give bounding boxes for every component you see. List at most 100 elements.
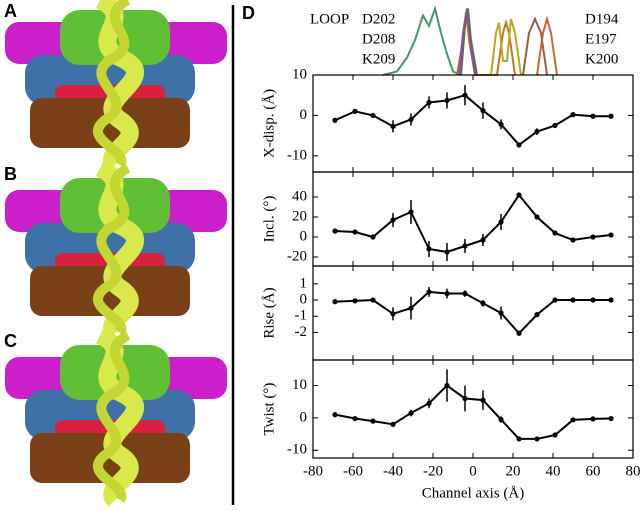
data-point [370,297,376,303]
y-tick-label: -10 [287,147,307,163]
data-point [370,112,376,119]
data-point [498,121,504,127]
data-point [552,432,558,438]
data-point [608,232,614,238]
x-tick-label: 20 [506,463,521,479]
plot-frame [312,171,634,267]
data-point [498,416,504,423]
x-tick-label: -80 [303,463,323,479]
x-tick-label: -60 [343,463,363,479]
y-tick-label: 1 [300,275,308,291]
data-point [534,312,540,318]
data-point [352,298,358,304]
data-point [426,400,432,406]
data-point [498,310,504,316]
data-point [570,297,576,303]
molecule-b [5,168,227,333]
data-point [462,92,468,98]
data-point [552,297,558,303]
plot-frame [312,359,634,459]
data-point [480,237,486,243]
data-point [534,436,540,442]
data-point [480,397,486,403]
y-tick-label: 0 [300,409,308,425]
data-point [332,412,338,418]
density-line [460,8,478,76]
molecule-a [5,0,227,165]
data-point [462,290,468,297]
data-point [480,300,486,306]
data-line [334,94,611,147]
data-point [608,415,614,422]
data-point [390,123,396,129]
data-point [570,237,576,243]
y-tick-label: -10 [287,442,307,458]
y-tick-label: 0 [300,107,308,123]
data-point [552,122,558,129]
density-line [522,16,548,76]
data-point [390,311,396,317]
data-point [498,219,504,225]
density-line [490,18,522,76]
data-point [570,417,576,423]
y-tick-label: 10 [292,377,307,393]
data-point [408,209,414,215]
data-point [444,249,450,255]
data-point [332,117,338,123]
density-line [536,15,558,76]
data-point [590,113,596,119]
y-tick-label: 0 [300,228,308,244]
y-tick-label: 20 [292,208,307,224]
x-tick-label: 60 [586,463,601,479]
panel-label: D [242,3,255,23]
panel-label: C [4,331,17,351]
data-point [462,243,468,249]
data-point [516,330,522,336]
panel-label: B [4,164,17,184]
data-point [352,108,358,114]
legend-label: D208 [362,31,395,47]
data-point [426,99,432,106]
x-tick-label: 40 [546,463,561,479]
data-point [516,436,522,442]
data-point [370,234,376,240]
data-point [534,214,540,220]
data-point [332,228,338,234]
x-tick-label: 80 [626,463,641,479]
y-axis-label: Rise (Å) [261,287,277,338]
data-point [408,305,414,311]
legend-label: E197 [585,31,617,47]
data-point [426,289,432,295]
plot-frame [312,74,634,173]
data-point [462,395,468,402]
data-line [334,193,612,254]
legend-label: D194 [585,11,619,27]
data-point [390,421,396,427]
data-point [608,113,614,119]
y-tick-label: 40 [292,188,307,204]
data-point [516,142,522,148]
molecule-c [5,335,227,500]
data-point [426,246,432,252]
x-tick-label: 0 [469,463,477,479]
legend-label: K209 [362,51,395,67]
data-point [352,415,358,422]
data-point [552,230,558,236]
x-tick-label: -40 [383,463,403,479]
data-point [444,290,450,297]
data-point [480,107,486,114]
data-point [370,418,376,424]
data-point [534,128,540,135]
plot-frame [312,265,634,361]
data-point [444,97,450,104]
y-tick-label: -2 [295,324,308,340]
data-point [590,416,596,422]
y-tick-label: 0 [300,291,308,307]
legend-label: D202 [362,11,395,27]
density-line [382,4,462,76]
data-point [408,116,414,123]
y-axis-label: Twist (°) [261,383,277,436]
x-tick-label: -20 [423,463,443,479]
data-point [590,234,596,240]
